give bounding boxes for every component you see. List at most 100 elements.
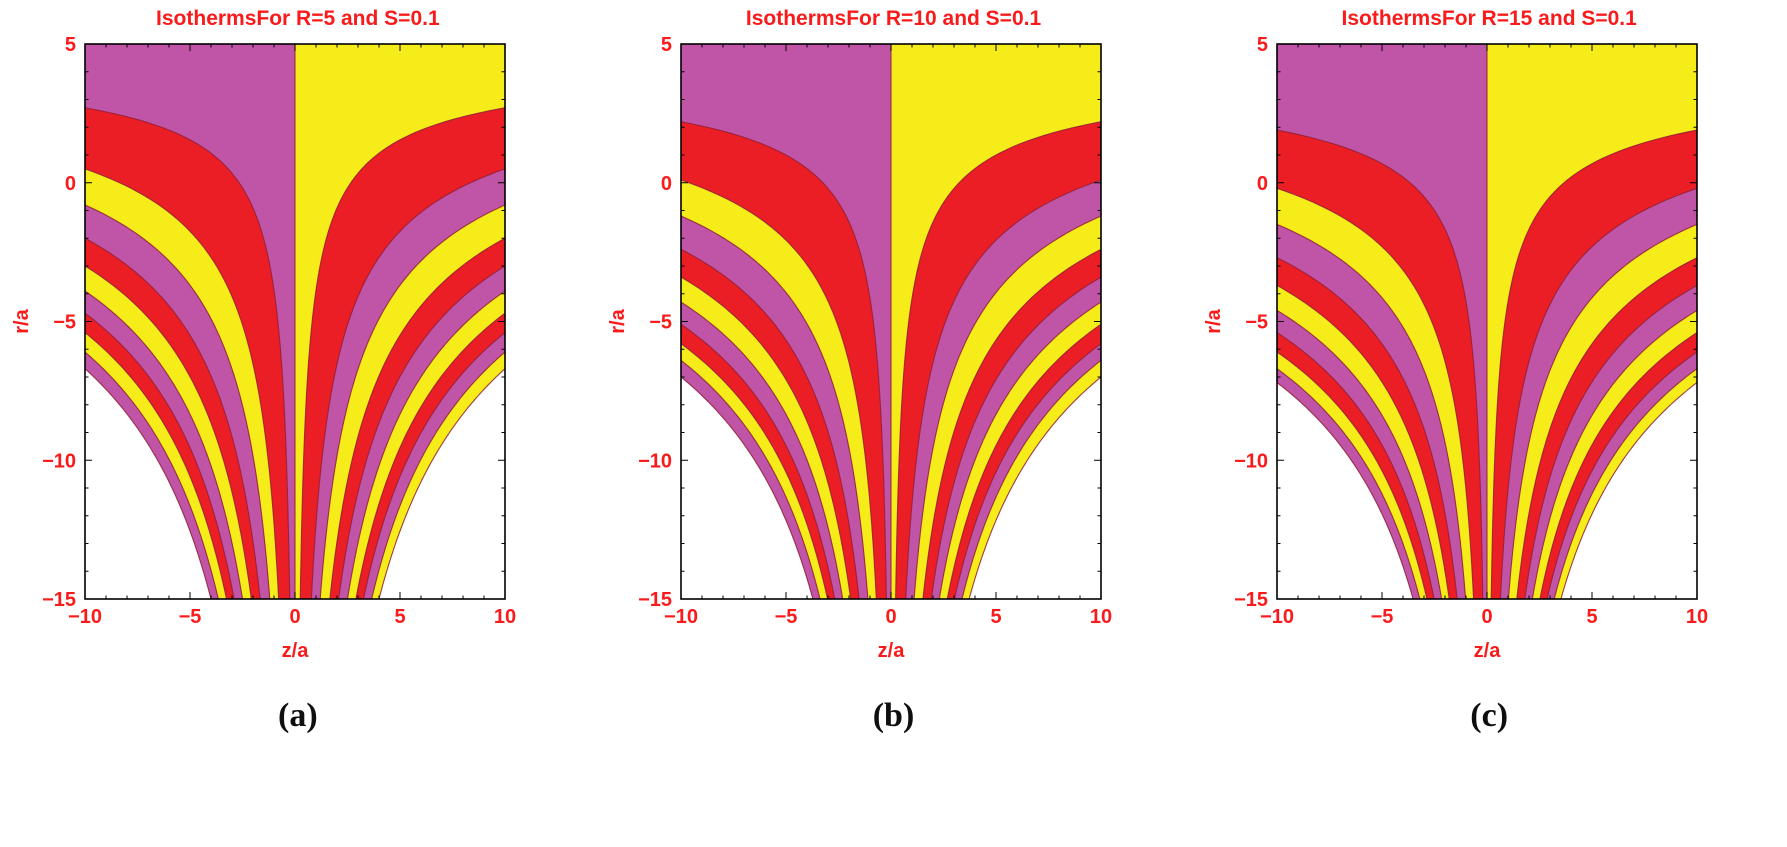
contour-line: [1276, 349, 1428, 600]
y-tick-label: −15: [638, 589, 672, 611]
contour-line: [922, 248, 1102, 600]
contour-band: [1524, 44, 1697, 599]
y-tick-label: 5: [65, 34, 76, 56]
contour-line: [680, 376, 814, 600]
y-axis-label: r/a: [11, 308, 33, 333]
contour-line: [1276, 332, 1435, 600]
contour-line: [953, 343, 1102, 600]
x-tick-label: −10: [664, 606, 698, 628]
x-tick-label: −5: [775, 606, 798, 628]
x-tick-label: −10: [1260, 606, 1294, 628]
y-tick-label: −5: [54, 312, 77, 334]
contour-band: [681, 44, 887, 599]
y-axis-label: r/a: [1203, 308, 1225, 333]
contour-line: [319, 202, 506, 600]
contour-band: [85, 44, 252, 599]
contour-line: [300, 105, 506, 600]
contour-band: [295, 44, 506, 599]
contour-line: [1539, 332, 1697, 600]
plot-title: IsothermsFor R=10 and S=0.1: [745, 7, 1042, 30]
contour-line: [84, 365, 212, 600]
contour-band: [1276, 44, 1449, 599]
contour-line: [338, 265, 506, 600]
panel-c: IsothermsFor R=15 and S=0.1 −10 −5 0 5 10 5 0 −…: [1191, 0, 1787, 847]
plot-frame: [680, 43, 1102, 600]
contour-line: [946, 321, 1102, 600]
contour-line: [680, 343, 829, 600]
contour-line: [1276, 127, 1484, 600]
contour-band: [85, 44, 227, 599]
panel-b: IsothermsFor R=10 and S=0.1 −10 −5 0 5 10 5 0 −…: [596, 0, 1192, 847]
panel-caption: (b): [872, 697, 915, 734]
contour-line: [680, 301, 844, 600]
contour-line: [930, 274, 1102, 600]
x-tick-label: 10: [494, 606, 516, 628]
contour-band: [1539, 44, 1697, 599]
contour-line: [895, 121, 1102, 600]
contour-line: [1531, 307, 1698, 600]
contour-band: [1490, 44, 1697, 599]
contour-band: [681, 44, 851, 599]
contour-band: [311, 44, 506, 599]
contour-band: [914, 44, 1101, 599]
contour-line: [1276, 379, 1414, 600]
y-tick-label: −5: [649, 312, 672, 334]
contour-line: [363, 332, 506, 600]
contour-line: [84, 310, 235, 600]
panel-caption: (c): [1470, 697, 1509, 734]
x-tick-label: −5: [1370, 606, 1393, 628]
contour-band: [339, 44, 506, 599]
contour-line: [905, 177, 1102, 600]
contour-line: [680, 177, 877, 600]
contour-line: [680, 248, 860, 600]
contour-band: [85, 44, 279, 599]
contour-line: [1553, 365, 1698, 600]
contour-line: [1276, 257, 1458, 600]
contour-band: [330, 44, 506, 599]
contour-band: [347, 44, 506, 599]
contour-line: [968, 376, 1102, 600]
y-tick-label: −15: [42, 589, 76, 611]
contour-line: [355, 310, 506, 600]
contour-line: [1276, 282, 1450, 600]
contour-band: [1276, 44, 1434, 599]
x-tick-label: 5: [395, 606, 406, 628]
contour-line: [84, 349, 220, 600]
contour-band: [356, 44, 506, 599]
contour-line: [938, 301, 1102, 600]
contour-line: [1276, 365, 1421, 600]
contour-band: [1276, 44, 1442, 599]
contour-band: [922, 44, 1101, 599]
plot-frame: [84, 43, 507, 600]
y-tick-label: 0: [65, 173, 76, 195]
x-tick-label: 10: [1090, 606, 1112, 628]
contour-line: [84, 235, 262, 600]
y-tick-label: −15: [1234, 589, 1268, 611]
contour-band: [363, 44, 506, 599]
contour-band: [939, 44, 1101, 599]
x-axis-label: z/a: [878, 640, 906, 662]
contour-line: [680, 121, 887, 600]
contour-band: [85, 44, 296, 599]
contour-band: [1276, 44, 1483, 599]
panel-a: IsothermsFor R=5 and S=0.1 −10 −5 0 5 10 5 0 −5…: [0, 0, 596, 847]
contour-line: [84, 105, 291, 600]
contour-band: [681, 44, 835, 599]
x-tick-label: −5: [179, 606, 202, 628]
y-tick-label: 5: [1257, 34, 1268, 56]
plot-title: IsothermsFor R=15 and S=0.1: [1341, 7, 1637, 30]
y-tick-label: −10: [1234, 450, 1268, 472]
contour-line: [84, 166, 280, 600]
plot-title: IsothermsFor R=5 and S=0.1: [156, 7, 440, 30]
contour-line: [1276, 187, 1474, 600]
plot-frame: [1275, 43, 1698, 600]
contour-line: [1560, 379, 1698, 600]
x-tick-label: 0: [885, 606, 896, 628]
contour-band: [1276, 44, 1466, 599]
contour-band: [1532, 44, 1697, 599]
contour-band: [891, 44, 1101, 599]
contour-band: [895, 44, 1101, 599]
